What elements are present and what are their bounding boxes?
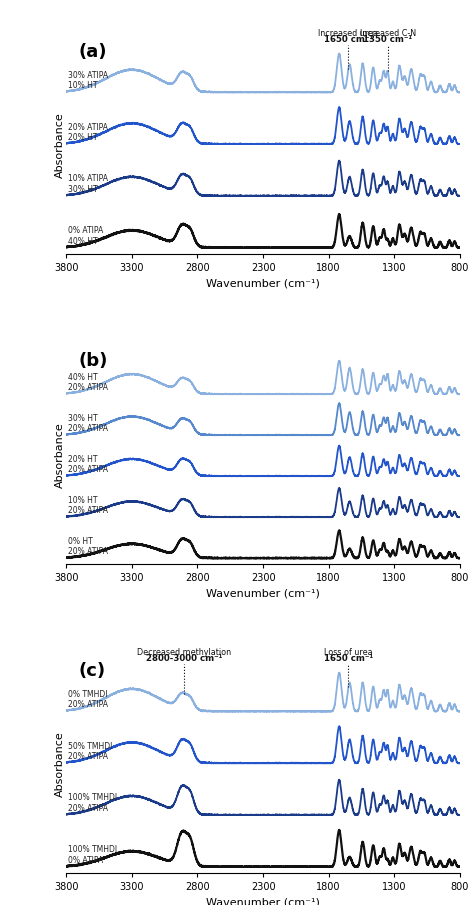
Text: Increased urea: Increased urea (319, 29, 378, 38)
Text: 100% TMHDI
0% ATIPA: 100% TMHDI 0% ATIPA (68, 845, 117, 864)
X-axis label: Wavenumber (cm⁻¹): Wavenumber (cm⁻¹) (206, 898, 320, 905)
Y-axis label: Absorbance: Absorbance (55, 731, 65, 797)
Text: 50% TMHDI
20% ATIPA: 50% TMHDI 20% ATIPA (68, 742, 112, 761)
Text: 0% ATIPA
40% HT: 0% ATIPA 40% HT (68, 226, 103, 245)
Text: 30% ATIPA
10% HT: 30% ATIPA 10% HT (68, 71, 108, 90)
Text: 0% HT
20% ATIPA: 0% HT 20% ATIPA (68, 537, 108, 557)
Text: (b): (b) (78, 352, 108, 370)
Text: Decreased methylation: Decreased methylation (137, 648, 231, 657)
Text: (a): (a) (78, 43, 107, 61)
Text: (c): (c) (78, 662, 105, 680)
Text: Increased C-N: Increased C-N (360, 29, 416, 38)
Text: 0% TMHDI
20% ATIPA: 0% TMHDI 20% ATIPA (68, 690, 108, 710)
Text: 1650 cm⁻¹: 1650 cm⁻¹ (324, 34, 373, 43)
Text: 100% TMHDI
20% ATIPA: 100% TMHDI 20% ATIPA (68, 794, 117, 813)
X-axis label: Wavenumber (cm⁻¹): Wavenumber (cm⁻¹) (206, 279, 320, 289)
Text: 20% HT
20% ATIPA: 20% HT 20% ATIPA (68, 455, 108, 474)
Text: 2800-3000 cm⁻¹: 2800-3000 cm⁻¹ (146, 654, 223, 662)
Text: 40% HT
20% ATIPA: 40% HT 20% ATIPA (68, 373, 108, 393)
Text: 10% ATIPA
30% HT: 10% ATIPA 30% HT (68, 175, 108, 194)
Text: Loss of urea: Loss of urea (324, 648, 373, 657)
Text: 30% HT
20% ATIPA: 30% HT 20% ATIPA (68, 414, 108, 433)
Y-axis label: Absorbance: Absorbance (55, 112, 65, 178)
X-axis label: Wavenumber (cm⁻¹): Wavenumber (cm⁻¹) (206, 588, 320, 598)
Text: 10% HT
20% ATIPA: 10% HT 20% ATIPA (68, 496, 108, 515)
Text: 1650 cm⁻¹: 1650 cm⁻¹ (324, 654, 373, 662)
Text: 20% ATIPA
20% HT: 20% ATIPA 20% HT (68, 122, 108, 142)
Text: 1350 cm⁻¹: 1350 cm⁻¹ (363, 34, 412, 43)
Y-axis label: Absorbance: Absorbance (55, 422, 65, 488)
